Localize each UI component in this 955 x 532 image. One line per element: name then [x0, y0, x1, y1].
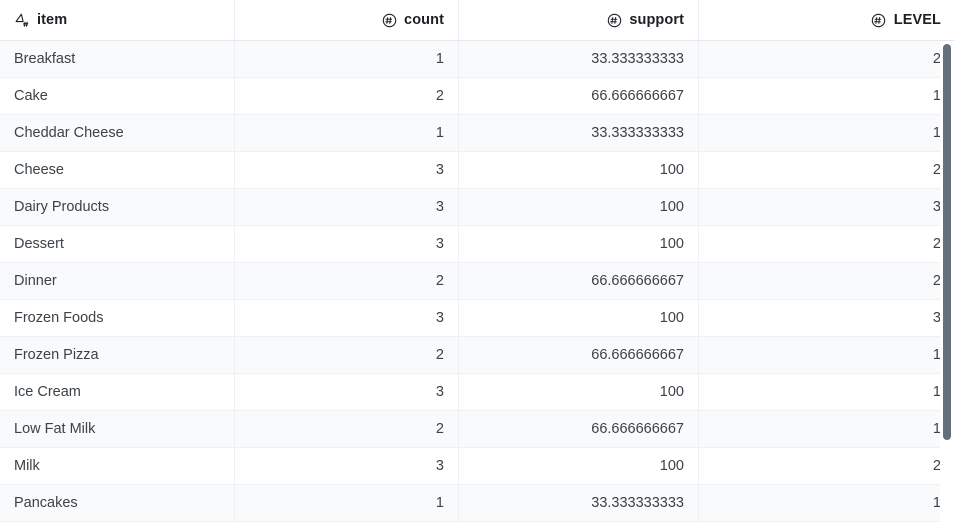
table-cell-level[interactable]: 2: [932, 458, 941, 474]
table-cell-item[interactable]: Breakfast: [0, 41, 235, 77]
table-cell-support[interactable]: 100: [459, 374, 699, 410]
table-cell-support[interactable]: 100: [459, 152, 699, 188]
table-row[interactable]: Frozen Foods 3 100 3: [0, 300, 955, 337]
table-row[interactable]: Pancakes 1 33.333333333 1: [0, 485, 955, 522]
table-cell-count[interactable]: 2: [235, 337, 459, 373]
table-row[interactable]: Low Fat Milk 2 66.666666667 1: [0, 411, 955, 448]
table-cell-level[interactable]: 2: [932, 236, 941, 252]
table-cell-level[interactable]: 3: [932, 310, 941, 326]
column-header-label: count: [404, 11, 444, 28]
table-cell-count[interactable]: 3: [235, 374, 459, 410]
column-header-label: item: [37, 11, 68, 28]
table-cell-level[interactable]: 1: [932, 88, 941, 104]
column-header-item[interactable]: item: [0, 0, 235, 40]
table-cell-level[interactable]: 2: [932, 162, 941, 178]
vertical-scrollbar-thumb[interactable]: [943, 44, 951, 440]
table-cell-count[interactable]: 3: [235, 152, 459, 188]
table-cell-item[interactable]: Milk: [0, 448, 235, 484]
table-cell-item[interactable]: Cheese: [0, 152, 235, 188]
table-row[interactable]: Cheddar Cheese 1 33.333333333 1: [0, 115, 955, 152]
table-cell-support[interactable]: 66.666666667: [459, 337, 699, 373]
table-cell-item[interactable]: Dairy Products: [0, 189, 235, 225]
table-cell-count[interactable]: 1: [235, 41, 459, 77]
table-cell-support[interactable]: 100: [459, 226, 699, 262]
table-cell-count[interactable]: 3: [235, 226, 459, 262]
table-cell-level[interactable]: 1: [932, 495, 941, 511]
table-cell-level[interactable]: 2: [932, 273, 941, 289]
table-cell-support[interactable]: 66.666666667: [459, 78, 699, 114]
number-type-icon: [871, 12, 887, 28]
table-cell-count[interactable]: 1: [235, 115, 459, 151]
table-cell-item[interactable]: Low Fat Milk: [0, 411, 235, 447]
table-cell-support[interactable]: 100: [459, 300, 699, 336]
table-cell-count[interactable]: 1: [235, 485, 459, 521]
column-header-count[interactable]: count: [235, 0, 459, 40]
table-cell-item[interactable]: Dessert: [0, 226, 235, 262]
table-row[interactable]: Dairy Products 3 100 3: [0, 189, 955, 226]
text-type-icon: [14, 12, 30, 28]
table-cell-level[interactable]: 1: [932, 421, 941, 437]
table-cell-count[interactable]: 2: [235, 263, 459, 299]
table-cell-item[interactable]: Frozen Foods: [0, 300, 235, 336]
table-cell-support[interactable]: 33.333333333: [459, 41, 699, 77]
table-cell-item[interactable]: Cheddar Cheese: [0, 115, 235, 151]
table-row[interactable]: Cake 2 66.666666667 1: [0, 78, 955, 115]
table-header-row: item count support LEVEL: [0, 0, 955, 41]
table-cell-count[interactable]: 2: [235, 411, 459, 447]
column-header-label: support: [629, 11, 684, 28]
number-type-icon: [381, 12, 397, 28]
column-header-label: LEVEL: [893, 11, 941, 28]
table-cell-item[interactable]: Dinner: [0, 263, 235, 299]
table-row[interactable]: Dessert 3 100 2: [0, 226, 955, 263]
table-body: Breakfast 1 33.333333333 2 Cake 2 66.666666667…: [0, 41, 955, 522]
table-cell-support[interactable]: 66.666666667: [459, 263, 699, 299]
table-cell-support[interactable]: 33.333333333: [459, 485, 699, 521]
table-cell-support[interactable]: 33.333333333: [459, 115, 699, 151]
table-row[interactable]: Frozen Pizza 2 66.666666667 1: [0, 337, 955, 374]
table-row[interactable]: Dinner 2 66.666666667 2: [0, 263, 955, 300]
vertical-scrollbar-track[interactable]: [940, 41, 955, 532]
table-cell-item[interactable]: Frozen Pizza: [0, 337, 235, 373]
table-cell-level[interactable]: 1: [932, 125, 941, 141]
table-cell-support[interactable]: 100: [459, 189, 699, 225]
column-header-level[interactable]: LEVEL: [699, 0, 955, 40]
table-cell-count[interactable]: 2: [235, 78, 459, 114]
table-row[interactable]: Ice Cream 3 100 1: [0, 374, 955, 411]
table-cell-level[interactable]: 2: [932, 51, 941, 67]
table-cell-level[interactable]: 1: [932, 347, 941, 363]
table-cell-level[interactable]: 3: [932, 199, 941, 215]
column-header-support[interactable]: support: [459, 0, 699, 40]
table-row[interactable]: Breakfast 1 33.333333333 2: [0, 41, 955, 78]
number-type-icon: [606, 12, 622, 28]
table-cell-item[interactable]: Ice Cream: [0, 374, 235, 410]
table-cell-item[interactable]: Cake: [0, 78, 235, 114]
table-row[interactable]: Milk 3 100 2: [0, 448, 955, 485]
table-cell-count[interactable]: 3: [235, 300, 459, 336]
table-cell-count[interactable]: 3: [235, 189, 459, 225]
table-cell-support[interactable]: 66.666666667: [459, 411, 699, 447]
table-cell-item[interactable]: Pancakes: [0, 485, 235, 521]
table-cell-count[interactable]: 3: [235, 448, 459, 484]
table-cell-support[interactable]: 100: [459, 448, 699, 484]
table-cell-level[interactable]: 1: [932, 384, 941, 400]
table-row[interactable]: Cheese 3 100 2: [0, 152, 955, 189]
